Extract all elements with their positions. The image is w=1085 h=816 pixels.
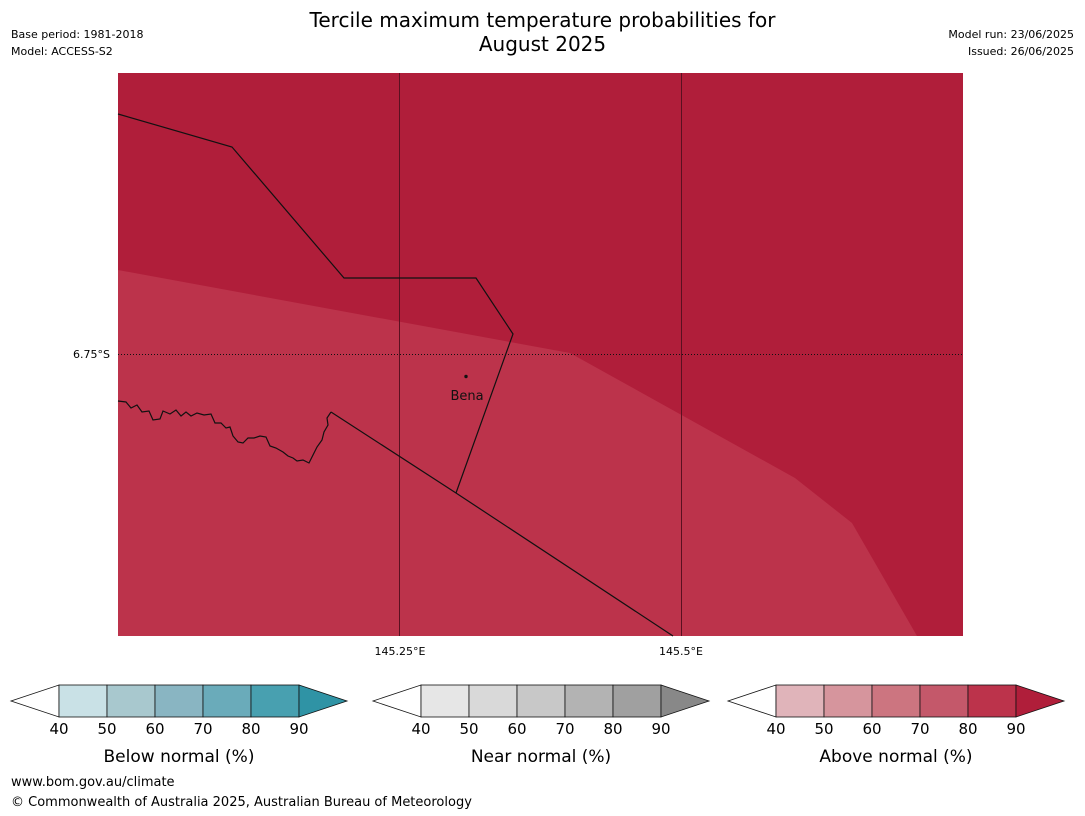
legend-tick-label: 80 (603, 720, 622, 738)
probability-region-lower (118, 270, 917, 636)
model-name: Model: ACCESS-S2 (11, 45, 113, 58)
longitude-label: 145.5°E (659, 645, 703, 658)
legend-tick-label: 40 (411, 720, 430, 738)
legend-swatch (154, 684, 204, 718)
legend-tick-label: 40 (766, 720, 785, 738)
legend-tick-label: 90 (651, 720, 670, 738)
legend-swatch (823, 684, 873, 718)
legend-title: Above normal (%) (819, 747, 972, 767)
title-line-2: August 2025 (478, 32, 607, 56)
legend-swatch (967, 684, 1017, 718)
legend-swatch (1015, 684, 1066, 718)
legend-tick-label: 40 (49, 720, 68, 738)
issued-date: Issued: 26/06/2025 (967, 45, 1074, 58)
legend-swatch (468, 684, 518, 718)
legend-title: Below normal (%) (104, 747, 255, 767)
meta-left: Base period: 1981-2018 Model: ACCESS-S2 (11, 26, 143, 60)
map-title: Tercile maximum temperature probabilitie… (0, 8, 1085, 56)
legend-swatch (726, 684, 777, 718)
legend-swatch (106, 684, 156, 718)
meta-right: Model run: 23/06/2025 Issued: 26/06/2025 (948, 26, 1074, 60)
boundary-line (117, 113, 514, 494)
legend-colorbar: 40 50 60 70 80 90 Near normal (%) (371, 684, 711, 767)
legend-tick-label: 70 (910, 720, 929, 738)
town-marker (464, 374, 468, 379)
legend-swatch (919, 684, 969, 718)
legend-swatch (516, 684, 566, 718)
map-panel: Bena (117, 73, 963, 637)
model-run: Model run: 23/06/2025 (948, 28, 1074, 41)
legend-swatch (250, 684, 300, 718)
legend-colorbar: 40 50 60 70 80 90 Below normal (%) (9, 684, 349, 767)
legend-colorbar: 40 50 60 70 80 90 Above normal (%) (726, 684, 1066, 767)
legend-tick-label: 80 (241, 720, 260, 738)
legend-swatch (371, 684, 422, 718)
legend-tick-label: 70 (193, 720, 212, 738)
boundary-line (330, 411, 674, 637)
legend-tick-label: 60 (145, 720, 164, 738)
title-line-1: Tercile maximum temperature probabilitie… (309, 8, 776, 32)
legend-swatch (660, 684, 711, 718)
legend-tick-label: 90 (289, 720, 308, 738)
legend-tick-label: 60 (507, 720, 526, 738)
legend-tick-label: 50 (97, 720, 116, 738)
latitude-label: 6.75°S (73, 348, 110, 361)
river-line (117, 400, 332, 464)
legend-tick-label: 50 (459, 720, 478, 738)
legend-swatch (58, 684, 108, 718)
legend-tick-label: 70 (555, 720, 574, 738)
legend-swatch (564, 684, 614, 718)
legend-swatch (612, 684, 662, 718)
legend-swatch (420, 684, 470, 718)
legend-title: Near normal (%) (471, 747, 611, 767)
base-period: Base period: 1981-2018 (11, 28, 144, 41)
legends: 40 50 60 70 80 90 Below normal (%) 40 50 60 70 80 90… (9, 684, 1066, 767)
legend-tick-label: 80 (958, 720, 977, 738)
legend-tick-label: 60 (862, 720, 881, 738)
legend-swatch (298, 684, 349, 718)
legend-swatch (775, 684, 825, 718)
legend-swatch (871, 684, 921, 718)
town-label: Bena (450, 389, 483, 404)
footer-copyright: © Commonwealth of Australia 2025, Austra… (11, 795, 472, 810)
legend-swatch (202, 684, 252, 718)
legend-tick-label: 90 (1006, 720, 1025, 738)
legend-swatch (9, 684, 60, 718)
longitude-label: 145.25°E (375, 645, 426, 658)
legend-tick-label: 50 (814, 720, 833, 738)
footer-url: www.bom.gov.au/climate (11, 775, 175, 790)
